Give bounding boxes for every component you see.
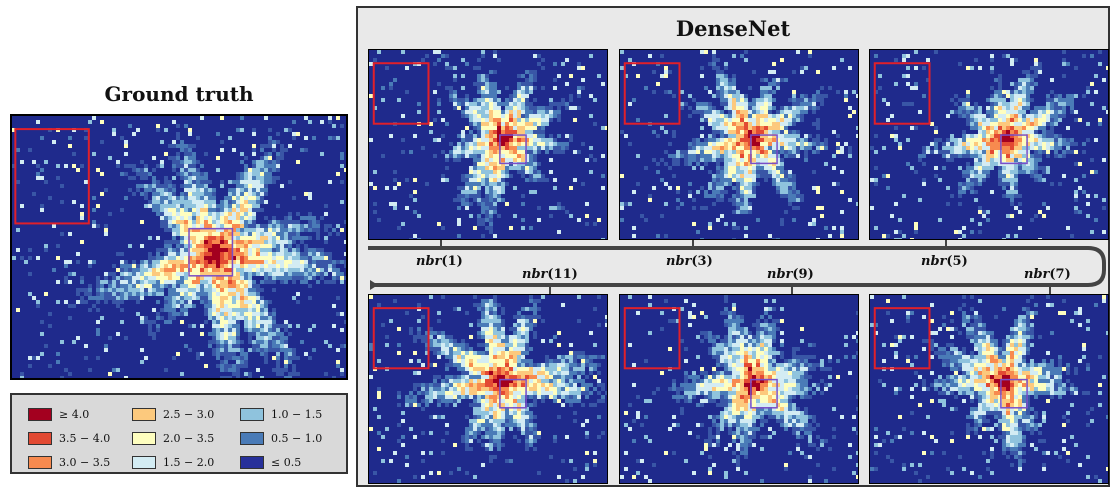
region-box-purple xyxy=(499,134,527,165)
heatmap-raster xyxy=(870,50,1108,239)
legend-label: 2.0 − 3.5 xyxy=(163,431,215,445)
densenet-title: DenseNet xyxy=(675,16,791,41)
legend-label: ≥ 4.0 xyxy=(59,407,90,421)
legend-item: 3.0 − 3.5 xyxy=(28,455,110,469)
densenet-map-nbr9 xyxy=(619,294,859,484)
legend-item: 1.0 − 1.5 xyxy=(240,407,322,421)
region-box-red xyxy=(623,307,681,370)
densenet-map-nbr5 xyxy=(869,49,1109,240)
densenet-map-nbr11 xyxy=(368,294,608,484)
legend-label: 3.0 − 3.5 xyxy=(59,455,111,469)
region-box-red xyxy=(372,307,430,370)
legend-swatch xyxy=(132,455,156,469)
region-box-red xyxy=(623,62,681,125)
legend-swatch xyxy=(28,431,52,445)
legend-swatch xyxy=(240,431,264,445)
region-box-purple xyxy=(1000,378,1028,409)
legend-item: 2.5 − 3.0 xyxy=(132,407,214,421)
legend-item: 2.0 − 3.5 xyxy=(132,431,214,445)
legend-swatch xyxy=(28,455,52,469)
legend-swatch xyxy=(132,431,156,445)
region-box-purple xyxy=(750,378,778,409)
ground-truth-heatmap xyxy=(10,114,348,380)
region-box-red xyxy=(873,307,931,370)
ground-truth-title: Ground truth xyxy=(104,82,254,106)
legend-label: 1.5 − 2.0 xyxy=(163,455,215,469)
label-nbr-9: nbr(9) xyxy=(767,267,814,282)
legend-swatch xyxy=(132,407,156,421)
legend-label: 2.5 − 3.0 xyxy=(163,407,215,421)
region-box-purple xyxy=(750,134,778,165)
legend-swatch xyxy=(240,455,264,469)
label-nbr-7: nbr(7) xyxy=(1024,267,1071,282)
legend-item: 0.5 − 1.0 xyxy=(240,431,322,445)
heatmap-raster xyxy=(369,295,607,483)
densenet-map-nbr1 xyxy=(368,49,608,240)
legend-swatch xyxy=(28,407,52,421)
label-nbr-1: nbr(1) xyxy=(416,254,463,269)
legend-label: ≤ 0.5 xyxy=(271,455,302,469)
legend-label: 3.5 − 4.0 xyxy=(59,431,111,445)
region-box-purple xyxy=(188,227,234,277)
region-box-red xyxy=(14,128,90,225)
label-nbr-5: nbr(5) xyxy=(921,254,968,269)
label-nbr-11: nbr(11) xyxy=(522,267,578,282)
densenet-map-nbr3 xyxy=(619,49,859,240)
region-box-purple xyxy=(1000,134,1028,165)
region-box-red xyxy=(873,62,931,125)
heatmap-raster xyxy=(620,50,858,239)
heatmap-raster xyxy=(870,295,1108,483)
region-box-purple xyxy=(499,378,527,409)
legend-label: 0.5 − 1.0 xyxy=(271,431,323,445)
legend-item: 1.5 − 2.0 xyxy=(132,455,214,469)
legend-label: 1.0 − 1.5 xyxy=(271,407,323,421)
label-nbr-3: nbr(3) xyxy=(666,254,713,269)
legend-swatch xyxy=(240,407,264,421)
legend-item: ≥ 4.0 xyxy=(28,407,89,421)
region-box-red xyxy=(372,62,430,125)
legend-item: ≤ 0.5 xyxy=(240,455,301,469)
heatmap-raster xyxy=(620,295,858,483)
legend-item: 3.5 − 4.0 xyxy=(28,431,110,445)
densenet-map-nbr7 xyxy=(869,294,1109,484)
legend: ≥ 4.0 2.5 − 3.0 1.0 − 1.5 3.5 − 4.0 2.0 − 3.… xyxy=(10,393,348,474)
heatmap-raster xyxy=(369,50,607,239)
heatmap-raster xyxy=(12,116,346,378)
